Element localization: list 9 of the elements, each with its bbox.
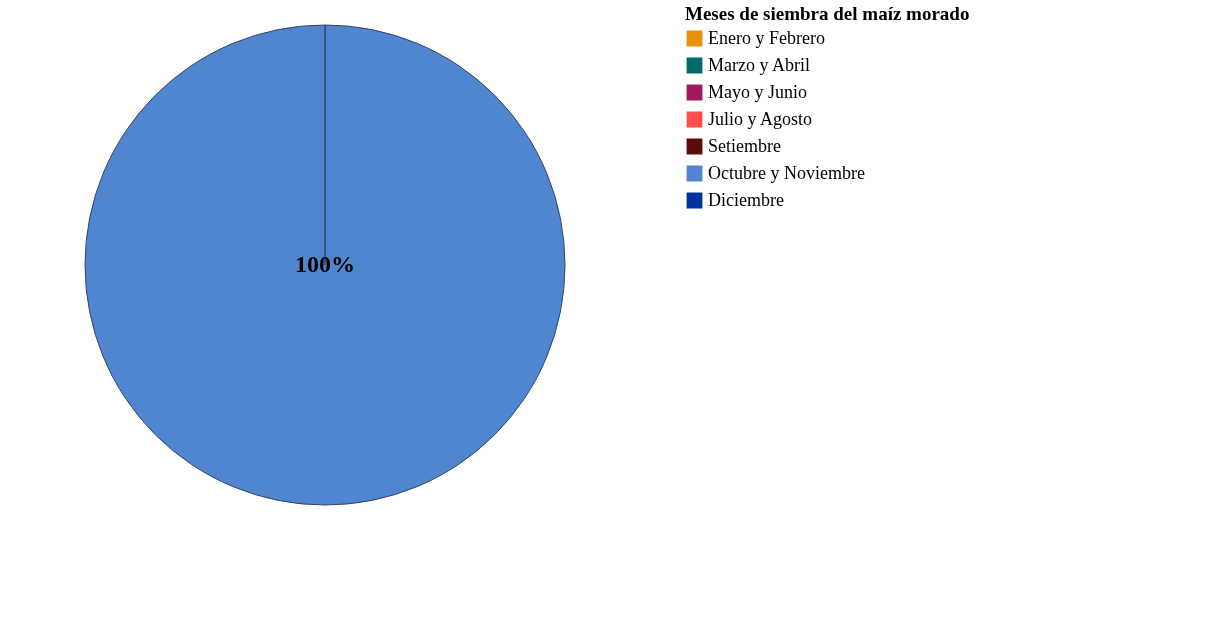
legend-label: Diciembre — [708, 189, 784, 210]
data-label: 100% — [295, 251, 355, 277]
legend-label: Marzo y Abril — [708, 54, 810, 75]
legend-label: Setiembre — [708, 135, 781, 156]
legend-label: Enero y Febrero — [708, 27, 825, 48]
legend-label: Julio y Agosto — [708, 108, 813, 129]
legend-title: Meses de siembra del maíz morado — [685, 3, 970, 24]
legend-label: Octubre y Noviembre — [708, 162, 865, 183]
legend-label: Mayo y Junio — [708, 81, 807, 102]
